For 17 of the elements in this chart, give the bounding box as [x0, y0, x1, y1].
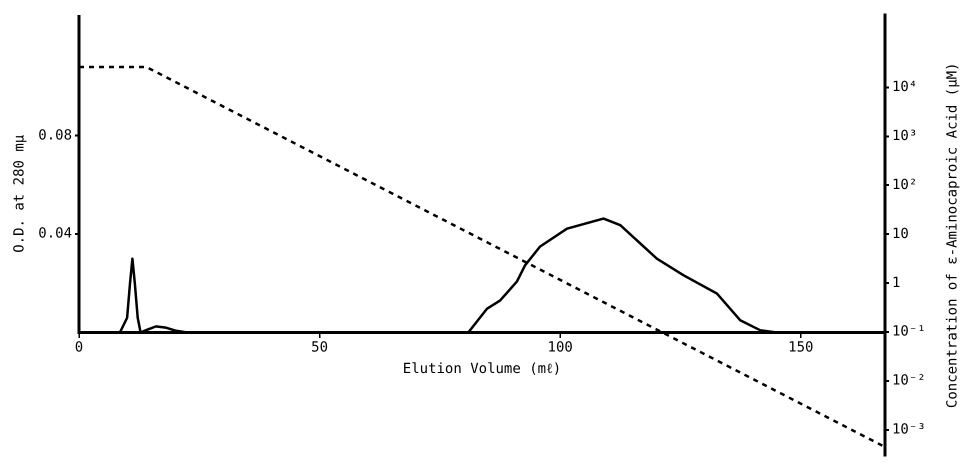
x-tick-label: 100: [548, 340, 573, 356]
y2-tick-label: 10: [892, 226, 909, 242]
y2-tick-label: 10⁻²: [892, 372, 926, 389]
y2-tick-label: 10⁻¹: [892, 324, 926, 340]
y2-tick-label: 10³: [892, 128, 918, 144]
x-tick-label: 50: [311, 340, 328, 356]
x-tick-label: 0: [74, 340, 84, 356]
y2-tick-label: 10⁻³: [892, 422, 926, 438]
y-axis-title: O.D. at 280 mμ: [12, 134, 28, 253]
y2-axis-title: Concentration of ε-Aminocaproic Acid (μM): [944, 62, 961, 408]
y-tick-label: 0.04: [38, 226, 72, 242]
x-axis-title: Elution Volume (mℓ): [402, 361, 562, 378]
y2-tick-label: 10⁴: [892, 78, 918, 95]
y2-tick-label: 1: [892, 274, 900, 291]
y-tick-label: 0.08: [38, 127, 72, 144]
x-tick-label: 150: [788, 340, 814, 356]
y2-tick-label: 10²: [892, 176, 918, 193]
